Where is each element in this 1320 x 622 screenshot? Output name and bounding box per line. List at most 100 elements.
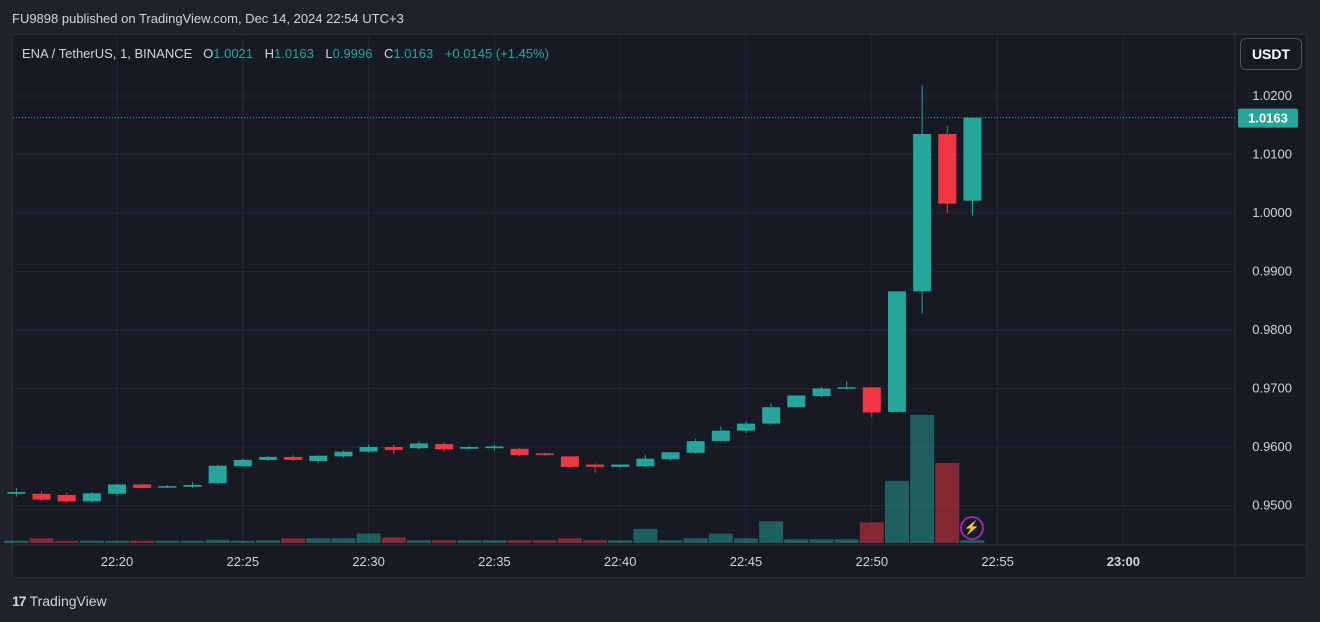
volume-bar bbox=[809, 539, 834, 543]
volume-bar bbox=[205, 539, 230, 543]
candle-body bbox=[485, 446, 504, 449]
candle-body bbox=[762, 407, 781, 424]
volume-bar bbox=[29, 538, 54, 543]
tradingview-logo[interactable]: 17 TradingView bbox=[12, 591, 107, 611]
y-tick-label: 0.9600 bbox=[1252, 439, 1292, 454]
open-value: 1.0021 bbox=[213, 46, 254, 61]
y-tick-label: 0.9800 bbox=[1252, 322, 1292, 337]
volume-bar bbox=[381, 537, 406, 543]
candle-body bbox=[208, 465, 227, 484]
volume-bar bbox=[633, 528, 658, 543]
high-label: H bbox=[264, 46, 275, 61]
volume-bar bbox=[281, 538, 306, 543]
candle-body bbox=[586, 464, 605, 467]
y-tick-label: 0.9900 bbox=[1252, 264, 1292, 279]
candle-body bbox=[560, 456, 579, 467]
x-tick-label: 22:35 bbox=[478, 554, 511, 569]
y-tick-label: 1.0000 bbox=[1252, 205, 1292, 220]
candle-body bbox=[435, 444, 454, 450]
candle-body bbox=[510, 448, 529, 456]
candle-body bbox=[812, 388, 831, 397]
volume-bar bbox=[105, 540, 129, 543]
volume-bar bbox=[482, 540, 507, 543]
low-value: 0.9996 bbox=[332, 46, 373, 61]
volume-bar bbox=[935, 463, 960, 543]
candle-body bbox=[686, 441, 705, 453]
candle-body bbox=[611, 464, 630, 467]
volume-bar bbox=[54, 540, 79, 543]
lightning-bolt-icon[interactable]: ⚡ bbox=[960, 516, 984, 540]
candle-body bbox=[309, 455, 328, 462]
volume-bar bbox=[356, 533, 381, 543]
x-tick-label: 22:30 bbox=[352, 554, 385, 569]
volume-bar bbox=[884, 480, 909, 543]
volume-bar bbox=[658, 540, 683, 543]
volume-bar bbox=[331, 538, 356, 543]
volume-bar bbox=[306, 538, 331, 543]
candle-body bbox=[409, 443, 428, 449]
candle-body bbox=[258, 456, 277, 460]
volume-bar bbox=[180, 540, 205, 543]
candle-body bbox=[887, 291, 906, 412]
volume-bar bbox=[859, 522, 884, 543]
close-value: 1.0163 bbox=[393, 46, 434, 61]
volume-bar bbox=[784, 539, 809, 543]
volume-bar bbox=[683, 538, 708, 543]
x-tick-label: 22:20 bbox=[101, 554, 134, 569]
change-value: +0.0145 (+1.45%) bbox=[444, 46, 549, 61]
candle-body bbox=[535, 453, 554, 455]
volume-bar bbox=[583, 540, 608, 543]
candle-body bbox=[284, 456, 303, 460]
candle-body bbox=[183, 485, 202, 487]
x-tick-label: 23:00 bbox=[1107, 554, 1140, 569]
candle-body bbox=[938, 134, 957, 204]
candle-body bbox=[158, 486, 177, 488]
candle-body bbox=[460, 447, 479, 449]
candle-body bbox=[661, 452, 680, 460]
symbol-name[interactable]: ENA / TetherUS, 1, BINANCE bbox=[22, 46, 193, 61]
candle-body bbox=[837, 387, 856, 389]
volume-bar bbox=[406, 540, 431, 543]
currency-button[interactable]: USDT bbox=[1240, 38, 1302, 70]
volume-bar bbox=[432, 540, 457, 543]
volume-bar bbox=[230, 540, 255, 543]
last-price-label: 1.0163 bbox=[1248, 111, 1288, 126]
y-tick-label: 1.0100 bbox=[1252, 147, 1292, 162]
volume-bar bbox=[960, 540, 985, 543]
x-tick-label: 22:50 bbox=[856, 554, 889, 569]
symbol-legend: ENA / TetherUS, 1, BINANCE O1.0021 H 1.01… bbox=[22, 46, 557, 61]
volume-bar bbox=[155, 540, 180, 543]
brand-name: TradingView bbox=[29, 593, 107, 609]
candle-body bbox=[7, 492, 26, 494]
candle-body bbox=[57, 494, 76, 502]
volume-bar bbox=[79, 540, 104, 543]
volume-bar bbox=[910, 415, 935, 543]
candle-body bbox=[133, 484, 152, 488]
volume-bar bbox=[557, 538, 582, 543]
candle-body bbox=[913, 134, 932, 292]
volume-bar bbox=[255, 540, 280, 543]
candle-body bbox=[82, 493, 101, 502]
candle-body bbox=[108, 484, 126, 494]
volume-bar bbox=[532, 540, 557, 543]
candle-body bbox=[334, 451, 353, 457]
candle-body bbox=[862, 387, 881, 413]
chart-pane[interactable] bbox=[12, 34, 1307, 578]
x-tick-label: 22:25 bbox=[227, 554, 260, 569]
volume-bar bbox=[834, 539, 859, 543]
x-tick-label: 22:55 bbox=[981, 554, 1014, 569]
candle-body bbox=[384, 447, 403, 450]
candle-body bbox=[359, 447, 378, 452]
candle-body bbox=[737, 423, 755, 431]
volume-bar bbox=[130, 540, 155, 543]
candle-body bbox=[32, 493, 51, 500]
header-bar: FU9898 published on TradingView.com, Dec… bbox=[0, 0, 1320, 36]
candle-body bbox=[233, 459, 252, 467]
volume-bar bbox=[759, 521, 784, 543]
open-label: O bbox=[203, 46, 214, 61]
volume-bar bbox=[734, 538, 758, 543]
y-tick-label: 0.9700 bbox=[1252, 381, 1292, 396]
y-tick-label: 1.0200 bbox=[1252, 88, 1292, 103]
volume-bar bbox=[708, 533, 733, 543]
